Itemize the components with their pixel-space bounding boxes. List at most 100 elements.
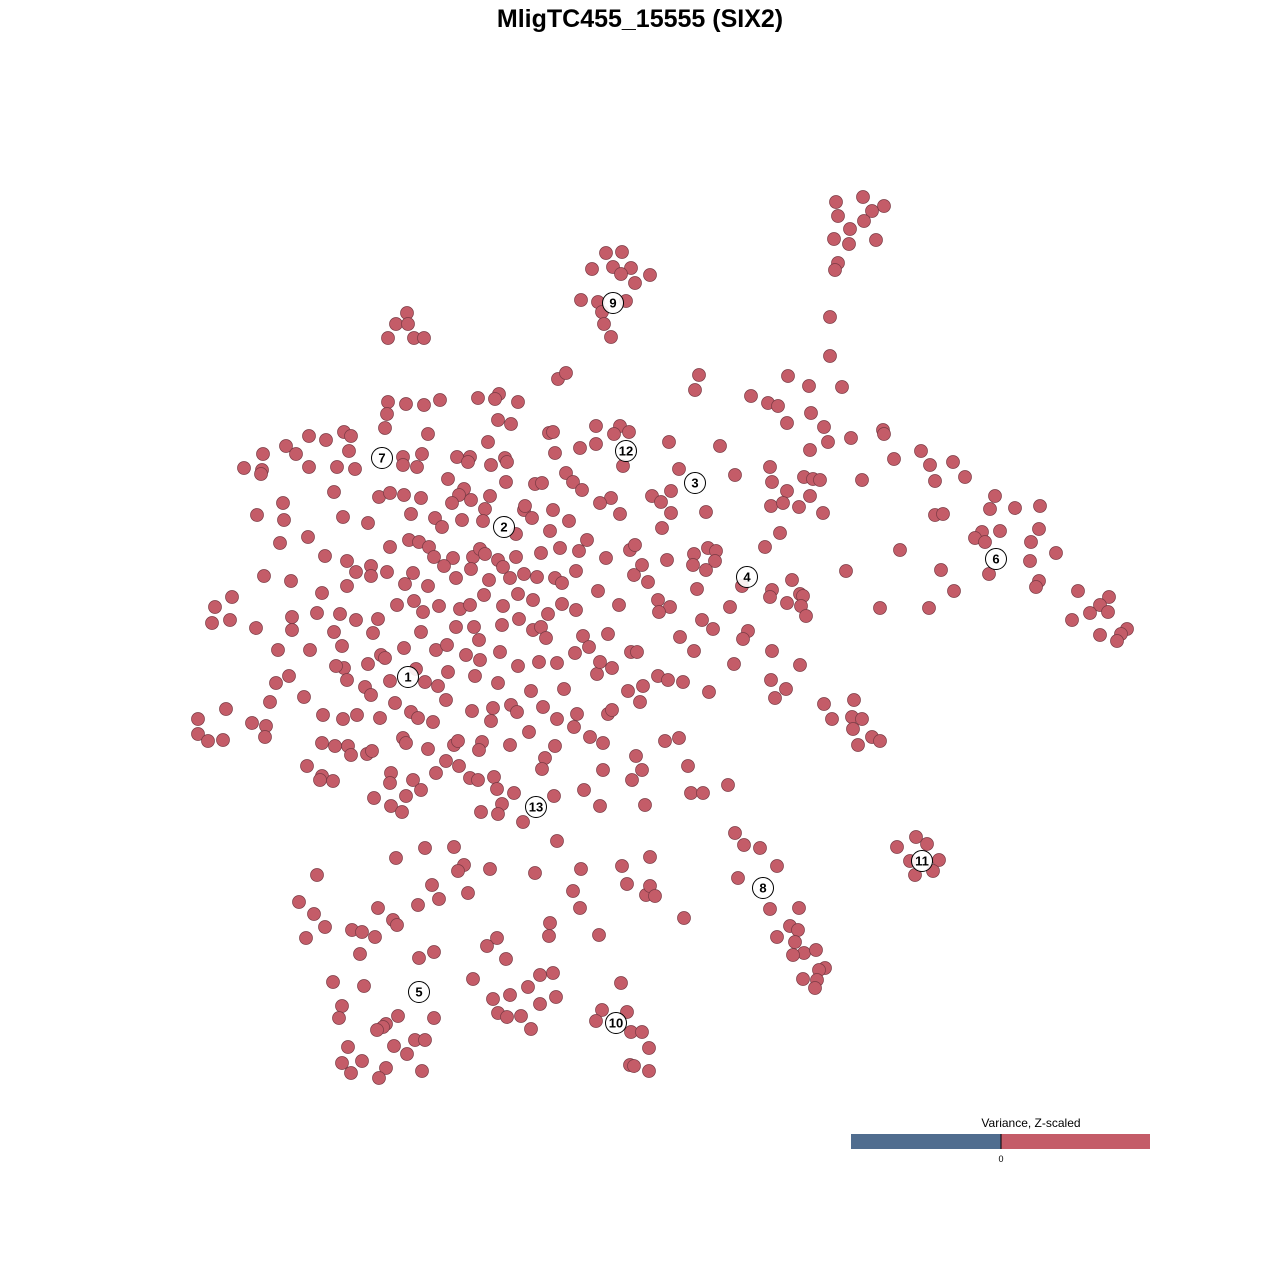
cluster-label-badge	[736, 566, 758, 588]
data-point	[341, 1040, 355, 1054]
data-point	[219, 702, 233, 716]
data-point	[451, 734, 465, 748]
data-point	[467, 620, 481, 634]
data-point	[785, 573, 799, 587]
data-point	[622, 425, 636, 439]
data-point	[829, 195, 843, 209]
data-point	[582, 640, 596, 654]
data-point	[439, 754, 453, 768]
data-point	[427, 945, 441, 959]
data-point	[539, 631, 553, 645]
data-point	[613, 507, 627, 521]
data-point	[397, 488, 411, 502]
data-point	[553, 541, 567, 555]
data-point	[396, 458, 410, 472]
data-point	[428, 511, 442, 525]
data-point	[779, 682, 793, 696]
data-point	[432, 599, 446, 613]
cluster-label-badge	[525, 796, 547, 818]
data-point	[332, 1011, 346, 1025]
data-point	[411, 898, 425, 912]
data-point	[250, 508, 264, 522]
data-point	[771, 399, 785, 413]
data-point	[361, 657, 375, 671]
data-point	[477, 588, 491, 602]
cluster-label-text: 9	[609, 296, 616, 311]
data-point	[635, 558, 649, 572]
data-point	[873, 734, 887, 748]
cluster-label-badge	[684, 472, 706, 494]
data-point	[446, 551, 460, 565]
data-point	[471, 773, 485, 787]
data-point	[847, 693, 861, 707]
data-point	[865, 204, 879, 218]
data-point	[788, 935, 802, 949]
data-point	[887, 452, 901, 466]
data-point	[877, 427, 891, 441]
data-point	[511, 587, 525, 601]
data-point	[627, 568, 641, 582]
data-point	[636, 679, 650, 693]
data-point	[546, 966, 560, 980]
data-point	[191, 727, 205, 741]
data-point	[909, 830, 923, 844]
data-point	[793, 658, 807, 672]
data-point	[855, 473, 869, 487]
data-point	[856, 190, 870, 204]
points-layer	[191, 190, 1134, 1085]
data-point	[411, 711, 425, 725]
data-point	[300, 759, 314, 773]
data-point	[802, 379, 816, 393]
data-point	[349, 613, 363, 627]
data-point	[593, 496, 607, 510]
data-point	[828, 263, 842, 277]
legend-tick-label: 0	[998, 1154, 1003, 1164]
data-point	[536, 700, 550, 714]
data-point	[713, 439, 727, 453]
data-point	[326, 774, 340, 788]
data-point	[465, 704, 479, 718]
data-point	[983, 502, 997, 516]
data-point	[615, 245, 629, 259]
data-point	[344, 429, 358, 443]
data-point	[471, 391, 485, 405]
data-point	[315, 586, 329, 600]
data-point	[993, 524, 1007, 538]
data-point	[348, 462, 362, 476]
data-point	[1071, 584, 1085, 598]
data-point	[237, 461, 251, 475]
data-point	[483, 862, 497, 876]
data-point	[399, 736, 413, 750]
data-point	[302, 460, 316, 474]
data-point	[414, 783, 428, 797]
data-point	[1008, 501, 1022, 515]
cluster-label-text: 11	[915, 854, 929, 869]
data-point	[692, 368, 706, 382]
data-point	[406, 566, 420, 580]
data-point	[643, 268, 657, 282]
data-point	[383, 776, 397, 790]
data-point	[737, 838, 751, 852]
data-point	[367, 791, 381, 805]
data-point	[577, 783, 591, 797]
data-point	[491, 676, 505, 690]
data-point	[835, 380, 849, 394]
cluster-label-text: 10	[609, 1016, 623, 1031]
data-point	[390, 598, 404, 612]
data-point	[699, 505, 713, 519]
data-point	[817, 697, 831, 711]
data-point	[415, 447, 429, 461]
data-point	[658, 734, 672, 748]
data-point	[383, 486, 397, 500]
data-point	[928, 474, 942, 488]
data-point	[461, 455, 475, 469]
cluster-label-8: 8	[752, 877, 774, 899]
data-point	[535, 476, 549, 490]
data-point	[920, 837, 934, 851]
cluster-label-badge	[397, 666, 419, 688]
data-point	[414, 625, 428, 639]
data-point	[633, 695, 647, 709]
data-point	[452, 759, 466, 773]
data-point	[518, 499, 532, 513]
data-point	[389, 317, 403, 331]
